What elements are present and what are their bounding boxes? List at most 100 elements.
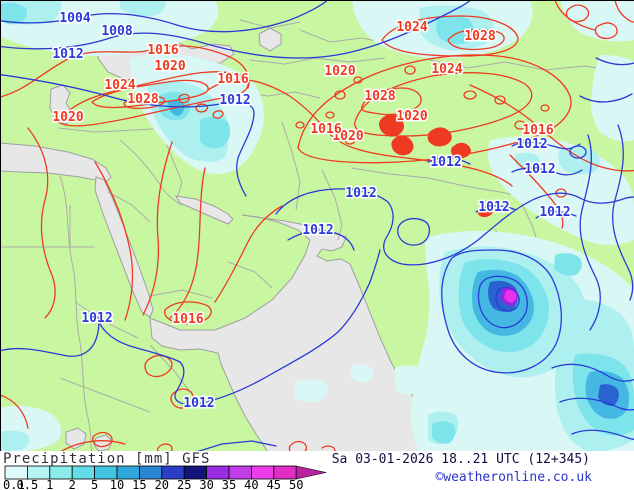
border-line [281,121,301,211]
scale-value-5: 5 [91,478,98,490]
pressure-label-1012: 1012 [52,47,83,62]
pressure-label-1012: 1012 [430,155,461,170]
isobar-red [354,72,533,137]
isobar-red [494,95,506,105]
pressure-label-1024: 1024 [104,78,135,93]
isobar-blue [511,167,583,176]
isobar-red [207,79,513,187]
border-line [74,301,139,339]
isobar-red [554,0,596,31]
mediterranean-sea [0,142,112,183]
isobar-red [469,84,634,172]
pressure-label-1004: 1004 [59,11,90,26]
precip-area-0.5mm [120,0,166,17]
precip-area-2mm [200,116,231,149]
isobar-red [27,127,56,319]
isobar-blue [427,156,471,165]
border-line [321,169,343,241]
isobar-red [164,301,212,325]
pressure-label-1008: 1008 [101,24,132,39]
isobar-red [540,104,550,112]
precip-area-0.5mm [558,147,600,175]
pressure-label-1016: 1016 [522,123,553,138]
precip-area-0.1mm [295,379,328,403]
isobar-red [344,135,356,145]
isobar-red [157,443,173,451]
isobar-red [0,45,250,98]
isobar-blue [551,363,634,382]
precip-area-2mm [432,421,456,444]
pressure-label-1024: 1024 [396,20,427,35]
isobar-red [381,15,519,57]
pressure-label-1016: 1016 [172,312,203,327]
precip-area-0.1mm [560,0,634,42]
border-line [107,191,151,223]
isobar-red [295,121,305,129]
pressure-label-1012: 1012 [478,200,509,215]
scale-value-0.5: 0.5 [17,478,39,490]
persian-gulf [175,195,234,225]
border-line [161,131,183,197]
pressure-label-1020: 1020 [52,110,83,125]
scale-value-50: 50 [289,478,303,490]
pressure-label-1028: 1028 [464,29,495,44]
isobar-blue [475,205,517,213]
pressure-label-1020: 1020 [324,64,355,79]
copyright-link[interactable]: ©weatheronline.co.uk [435,470,592,485]
isobar-red [170,388,195,409]
isobar-red [60,440,126,451]
precip-area-0.5mm [515,152,540,170]
scale-value-20: 20 [155,478,169,490]
scale-arrow [295,465,327,480]
isobar-red [94,161,134,321]
isobar-blue [95,249,381,406]
pressure-label-1012: 1012 [183,396,214,411]
border-line [227,261,273,289]
isobar-red [92,431,113,448]
border-line [351,167,521,197]
isobar-cluster [391,135,414,156]
scale-value-15: 15 [132,478,146,490]
pressure-label-1012: 1012 [524,162,555,177]
pressure-label-1020: 1020 [154,59,185,74]
precip-area-0.1mm [395,365,427,395]
isobar-blue [612,124,634,301]
isobar-red [614,0,634,23]
isobar-blue [0,0,329,33]
precipitation-map: 1004 1008 1012 1012 1012 1012 1012 1012 1012 1012… [0,0,634,451]
scale-value-10: 10 [110,478,124,490]
border-line [149,289,213,299]
precip-area-2mm [0,2,27,25]
isobar-red [463,90,477,100]
pressure-label-1012: 1012 [302,223,333,238]
scale-value-45: 45 [267,478,281,490]
african-lake-2 [93,434,113,451]
border-line [59,175,93,451]
isobar-blue [495,286,520,312]
isobar-red [361,87,422,116]
isobar-blue [287,229,355,251]
precip-area-40mm [504,289,517,303]
precip-area-2mm [435,15,474,45]
aegean-sea [49,84,73,125]
isobar-red [57,71,249,127]
legend-bar: Precipitation [mm] GFS 0.1 0.5 1 2 5 10 15 20 25… [0,451,634,490]
border-line [239,19,301,29]
scale-value-25: 25 [177,478,191,490]
isobar-blue [441,249,562,374]
border-line [59,377,151,413]
isobar-blue [579,93,633,103]
isobar-blue [397,217,431,246]
isobar-red [169,167,206,319]
precip-area-0.1mm [350,364,374,383]
precip-area-0.1mm [591,55,634,142]
isobar-blue [477,275,528,329]
isobar-red [334,90,346,100]
scale-value-1: 1 [46,478,53,490]
color-scale: 0.10.5 1 2 5 10 15 20 25 30 35 40 45 50 [3,465,327,490]
isobar-blue [559,397,634,411]
pressure-label-1028: 1028 [127,92,158,107]
isobar-red [214,205,283,303]
pressure-label-1016: 1016 [310,122,341,137]
